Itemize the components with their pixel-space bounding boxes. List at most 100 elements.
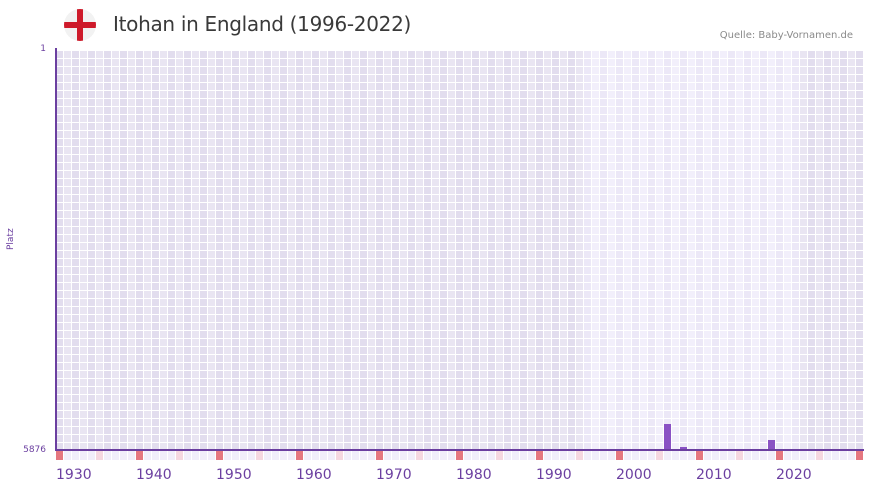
grid-column xyxy=(320,48,328,450)
x-tick-label: 1990 xyxy=(536,467,572,483)
grid-column xyxy=(656,48,664,450)
year-cell xyxy=(792,451,799,460)
decade-marker xyxy=(696,451,703,460)
grid-column xyxy=(600,48,608,450)
x-tick-label: 1980 xyxy=(456,467,492,483)
year-cell xyxy=(784,451,791,460)
year-cell xyxy=(400,451,407,460)
grid-column xyxy=(624,48,632,450)
grid-column xyxy=(304,48,312,450)
year-cell xyxy=(272,451,279,460)
grid-column xyxy=(264,48,272,450)
grid-column xyxy=(856,48,864,450)
grid-column xyxy=(824,48,832,450)
grid-column xyxy=(368,48,376,450)
x-axis-line xyxy=(55,449,864,451)
grid-column xyxy=(416,48,424,450)
decade-marker xyxy=(216,451,223,460)
grid-column xyxy=(608,48,616,450)
grid-column xyxy=(272,48,280,450)
rank-bar-2006[interactable] xyxy=(664,424,671,450)
half-decade-marker xyxy=(416,451,423,460)
year-cell xyxy=(344,451,351,460)
year-cell xyxy=(360,451,367,460)
grid-column xyxy=(208,48,216,450)
grid-column xyxy=(216,48,224,450)
grid-column xyxy=(792,48,800,450)
grid-column xyxy=(256,48,264,450)
year-cell xyxy=(840,451,847,460)
year-cell xyxy=(200,451,207,460)
year-cell xyxy=(80,451,87,460)
year-cell xyxy=(768,451,775,460)
rank-bar-2019[interactable] xyxy=(768,440,775,450)
year-cell xyxy=(504,451,511,460)
year-cell xyxy=(808,451,815,460)
year-cell xyxy=(664,451,671,460)
year-cell xyxy=(184,451,191,460)
year-cell xyxy=(392,451,399,460)
grid-column xyxy=(376,48,384,450)
year-cell xyxy=(352,451,359,460)
grid-column xyxy=(592,48,600,450)
year-cell xyxy=(608,451,615,460)
half-decade-marker xyxy=(656,451,663,460)
year-cell xyxy=(712,451,719,460)
year-cell xyxy=(432,451,439,460)
grid-column xyxy=(552,48,560,450)
grid-column xyxy=(232,48,240,450)
grid-column xyxy=(400,48,408,450)
decade-marker xyxy=(376,451,383,460)
grid-column xyxy=(640,48,648,450)
y-axis-title: Platz xyxy=(6,228,16,250)
grid-column xyxy=(560,48,568,450)
grid-column xyxy=(768,48,776,450)
grid-column xyxy=(648,48,656,450)
half-decade-marker xyxy=(256,451,263,460)
grid-column xyxy=(344,48,352,450)
year-cell xyxy=(760,451,767,460)
year-cell xyxy=(800,451,807,460)
grid-column xyxy=(680,48,688,450)
grid-column xyxy=(504,48,512,450)
grid-column xyxy=(96,48,104,450)
year-cell xyxy=(160,451,167,460)
year-cell xyxy=(424,451,431,460)
year-cell xyxy=(120,451,127,460)
england-flag-icon xyxy=(64,9,96,41)
year-cell xyxy=(640,451,647,460)
year-cell xyxy=(512,451,519,460)
grid-column xyxy=(808,48,816,450)
year-cell xyxy=(544,451,551,460)
grid-column xyxy=(432,48,440,450)
grid-column xyxy=(720,48,728,450)
grid-column xyxy=(136,48,144,450)
year-cell xyxy=(368,451,375,460)
year-cell xyxy=(552,451,559,460)
grid-column xyxy=(664,48,672,450)
x-tick-label: 1950 xyxy=(216,467,252,483)
grid-column xyxy=(88,48,96,450)
rank-bar-2008[interactable] xyxy=(680,447,687,450)
grid-column xyxy=(224,48,232,450)
year-cell xyxy=(624,451,631,460)
decade-marker xyxy=(56,451,63,460)
grid-column xyxy=(616,48,624,450)
year-cell xyxy=(704,451,711,460)
year-cell xyxy=(744,451,751,460)
year-cell xyxy=(72,451,79,460)
year-cell xyxy=(464,451,471,460)
y-tick-bottom: 5876 xyxy=(23,445,46,455)
grid-column xyxy=(576,48,584,450)
grid-column xyxy=(448,48,456,450)
year-cell xyxy=(328,451,335,460)
year-cell xyxy=(720,451,727,460)
year-cell xyxy=(824,451,831,460)
grid-column xyxy=(424,48,432,450)
decade-marker xyxy=(616,451,623,460)
grid-column xyxy=(536,48,544,450)
grid-column xyxy=(296,48,304,450)
year-cell xyxy=(592,451,599,460)
year-cell xyxy=(688,451,695,460)
grid-column xyxy=(520,48,528,450)
